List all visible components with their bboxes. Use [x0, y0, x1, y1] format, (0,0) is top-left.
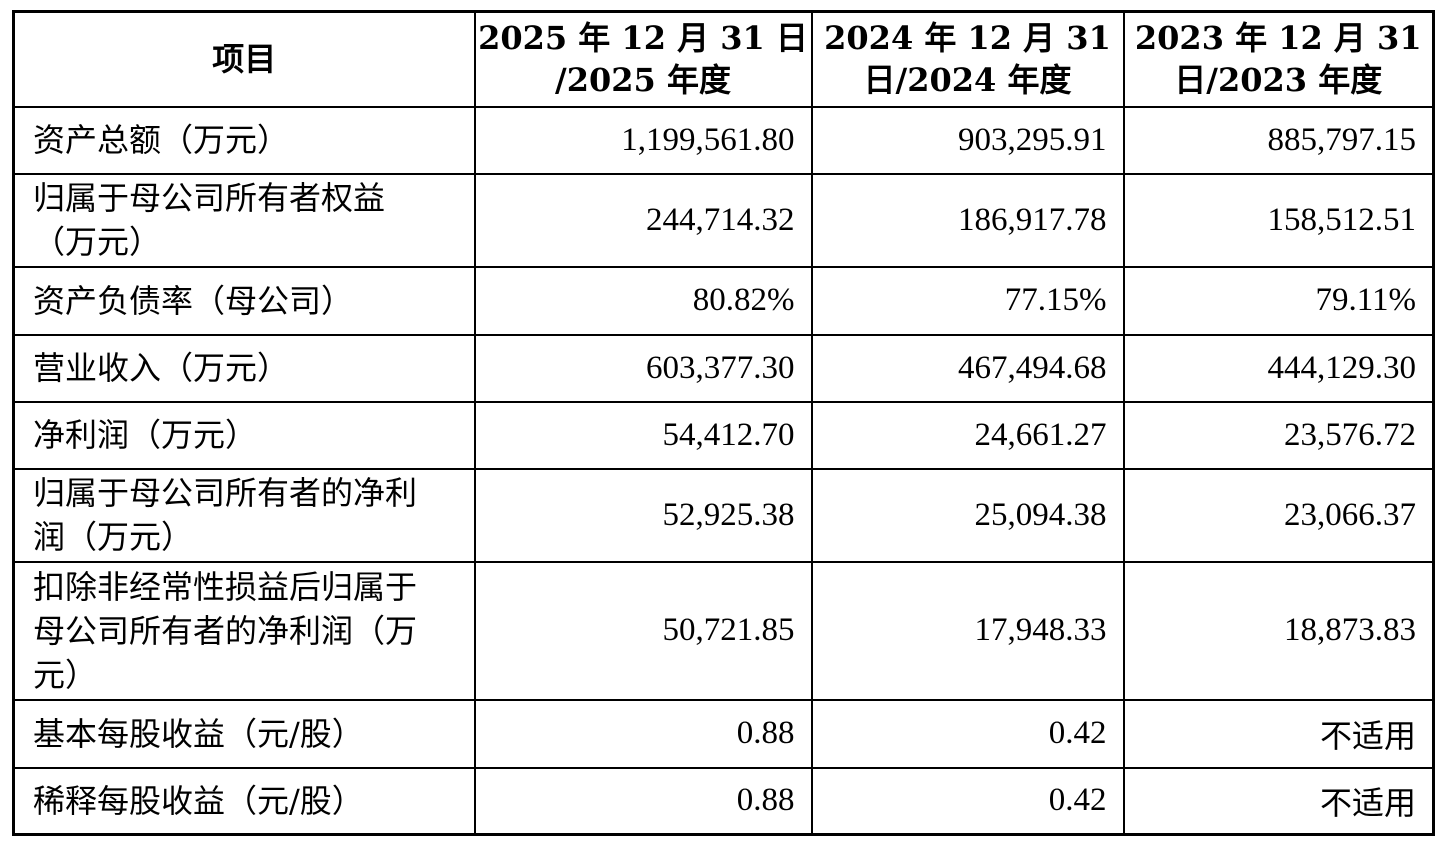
- cell-value: 77.15%: [810, 265, 1125, 336]
- header-2023: 2023 年 12 月 31 日/2023 年度: [1122, 10, 1435, 108]
- cell-value-text: 467,494.68: [958, 349, 1107, 386]
- table-row: 净利润（万元） 54,412.70 24,661.27 23,576.72: [12, 400, 1435, 470]
- row-label: 资产负债率（母公司）: [12, 265, 476, 336]
- row-label: 净利润（万元）: [12, 400, 476, 470]
- header-item: 项目: [12, 10, 476, 108]
- cell-value: 444,129.30: [1122, 333, 1435, 403]
- cell-value-text: 24,661.27: [974, 416, 1107, 453]
- cell-value: 603,377.30: [473, 333, 813, 403]
- table-row: 扣除非经常性损益后归属于 母公司所有者的净利润（万 元） 50,721.85 17,94…: [12, 560, 1435, 701]
- cell-value-text: 54,412.70: [662, 416, 795, 453]
- row-label: 基本每股收益（元/股）: [12, 698, 476, 769]
- cell-value: 186,917.78: [810, 172, 1125, 268]
- row-label-line: 资产负债率（母公司）: [33, 281, 354, 320]
- cell-value: 24,661.27: [810, 400, 1125, 470]
- row-label-line: 稀释每股收益（元/股）: [33, 781, 364, 820]
- row-label-line: 母公司所有者的净利润（万: [33, 611, 418, 650]
- header-row: 项目 2025 年 12 月 31 日 /2025 年度 2024 年 12 月…: [12, 10, 1435, 108]
- table-body: 资产总额（万元） 1,199,561.80 903,295.91 885,797.15…: [12, 105, 1435, 836]
- cell-value-text: 186,917.78: [958, 201, 1107, 238]
- row-label: 营业收入（万元）: [12, 333, 476, 403]
- cell-value: 79.11%: [1122, 265, 1435, 336]
- cell-value-text: 444,129.30: [1267, 349, 1417, 386]
- row-label: 资产总额（万元）: [12, 105, 476, 175]
- cell-value: 1,199,561.80: [473, 105, 813, 175]
- cell-value-text: 0.42: [1048, 782, 1107, 819]
- cell-value: 80.82%: [473, 265, 813, 336]
- cell-value-text: 903,295.91: [958, 121, 1107, 158]
- table-row: 归属于母公司所有者的净利 润（万元） 52,925.38 25,094.38 23,06…: [12, 467, 1435, 563]
- table-row: 归属于母公司所有者权益 （万元） 244,714.32 186,917.78 158,5…: [12, 172, 1435, 268]
- cell-value: 467,494.68: [810, 333, 1125, 403]
- cell-value-text: 17,948.33: [974, 612, 1107, 648]
- row-label-line: 基本每股收益（元/股）: [33, 714, 364, 753]
- row-label: 归属于母公司所有者的净利 润（万元）: [12, 467, 476, 563]
- table-row: 基本每股收益（元/股） 0.88 0.42 不适用: [12, 698, 1435, 769]
- cell-value-text: 25,094.38: [974, 496, 1107, 533]
- cell-value-text: 1,199,561.80: [621, 121, 795, 158]
- cell-value-text: 77.15%: [1004, 282, 1107, 318]
- cell-value-text: 52,925.38: [662, 496, 795, 533]
- row-label-line: 元）: [33, 655, 98, 694]
- row-label-line: 润（万元）: [33, 518, 194, 556]
- financial-summary-table: 项目 2025 年 12 月 31 日 /2025 年度 2024 年 12 月…: [12, 10, 1435, 836]
- header-2024-line: 2024 年 12 月 31: [824, 19, 1111, 58]
- cell-value-text: 23,576.72: [1284, 416, 1416, 453]
- cell-value-text: 18,873.83: [1284, 612, 1416, 648]
- row-label-line: 营业收入（万元）: [33, 349, 290, 387]
- cell-value-text: 80.82%: [692, 282, 795, 318]
- header-2024: 2024 年 12 月 31 日/2024 年度: [810, 10, 1125, 108]
- header-2025: 2025 年 12 月 31 日 /2025 年度: [473, 10, 813, 108]
- header-2023-line: 日/2023 年度: [1174, 61, 1383, 100]
- cell-value: 18,873.83: [1122, 560, 1435, 701]
- row-label-line: 扣除非经常性损益后归属于: [33, 567, 418, 606]
- table-row: 营业收入（万元） 603,377.30 467,494.68 444,129.30: [12, 333, 1435, 403]
- row-label-line: 归属于母公司所有者权益: [33, 179, 386, 217]
- cell-value-text: 603,377.30: [646, 349, 795, 386]
- cell-value: 25,094.38: [810, 467, 1125, 563]
- cell-value: 0.88: [473, 766, 813, 836]
- cell-value: 54,412.70: [473, 400, 813, 470]
- cell-value-text: 885,797.15: [1267, 121, 1417, 158]
- cell-value-text: 0.88: [736, 715, 795, 751]
- cell-value: 0.88: [473, 698, 813, 769]
- row-label-line: 净利润（万元）: [33, 416, 258, 454]
- table-row: 稀释每股收益（元/股） 0.88 0.42 不适用: [12, 766, 1435, 836]
- cell-value-text: 0.42: [1048, 715, 1107, 751]
- table-row: 资产负债率（母公司） 80.82% 77.15% 79.11%: [12, 265, 1435, 336]
- header-2025-line: 2025 年 12 月 31 日: [478, 19, 808, 58]
- header-2025-line: /2025 年度: [555, 61, 731, 100]
- cell-value-text: 0.88: [736, 782, 795, 819]
- row-label-line: （万元）: [33, 223, 162, 261]
- table-row: 资产总额（万元） 1,199,561.80 903,295.91 885,797.15: [12, 105, 1435, 175]
- cell-value: 23,066.37: [1122, 467, 1435, 563]
- cell-value-text: 不适用: [1319, 783, 1416, 822]
- cell-value: 0.42: [810, 698, 1125, 769]
- cell-value-text: 158,512.51: [1267, 201, 1417, 238]
- cell-value-text: 23,066.37: [1284, 496, 1416, 533]
- cell-value-text: 不适用: [1319, 716, 1416, 755]
- row-label: 稀释每股收益（元/股）: [12, 766, 476, 836]
- cell-value: 158,512.51: [1122, 172, 1435, 268]
- row-label: 扣除非经常性损益后归属于 母公司所有者的净利润（万 元）: [12, 560, 476, 701]
- cell-value: 885,797.15: [1122, 105, 1435, 175]
- cell-value: 50,721.85: [473, 560, 813, 701]
- cell-value: 903,295.91: [810, 105, 1125, 175]
- cell-value: 不适用: [1122, 698, 1435, 769]
- cell-value: 244,714.32: [473, 172, 813, 268]
- cell-value: 52,925.38: [473, 467, 813, 563]
- cell-value: 不适用: [1122, 766, 1435, 836]
- header-2024-line: 日/2024 年度: [863, 61, 1072, 100]
- row-label-line: 资产总额（万元）: [33, 121, 290, 159]
- cell-value: 23,576.72: [1122, 400, 1435, 470]
- row-label-line: 归属于母公司所有者的净利: [33, 474, 418, 512]
- cell-value-text: 244,714.32: [646, 201, 795, 238]
- header-2023-line: 2023 年 12 月 31: [1134, 19, 1422, 58]
- cell-value-text: 79.11%: [1315, 282, 1416, 318]
- cell-value-text: 50,721.85: [662, 612, 795, 648]
- cell-value: 17,948.33: [810, 560, 1125, 701]
- row-label: 归属于母公司所有者权益 （万元）: [12, 172, 476, 268]
- cell-value: 0.42: [810, 766, 1125, 836]
